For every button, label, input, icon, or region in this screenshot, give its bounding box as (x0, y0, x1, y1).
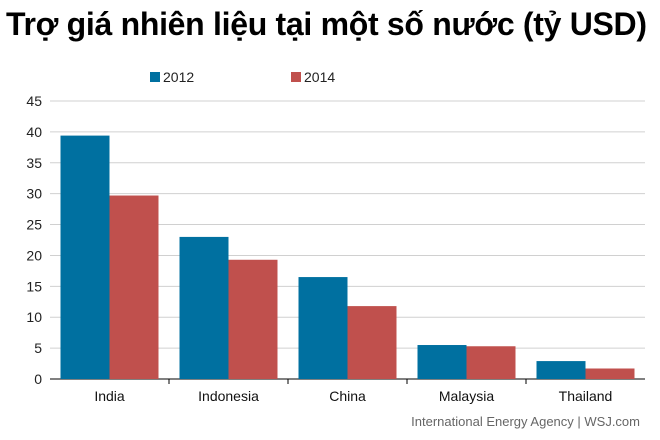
y-tick-label: 30 (26, 186, 42, 202)
x-category-label: Thailand (559, 388, 613, 404)
y-tick-label: 20 (26, 247, 42, 263)
y-tick-label: 15 (26, 278, 42, 294)
legend-swatch-2012 (150, 72, 160, 82)
legend-swatch-2014 (291, 72, 301, 82)
y-tick-label: 45 (26, 93, 42, 109)
x-category-label: Indonesia (198, 388, 259, 404)
bar-2014-indonesia (228, 259, 278, 379)
bar-2014-thailand (585, 368, 635, 379)
legend-label-2012: 2012 (163, 69, 194, 85)
y-tick-label: 35 (26, 155, 42, 171)
bar-2014-china (347, 306, 397, 379)
legend-label-2014: 2014 (304, 69, 335, 85)
bar-2012-india (60, 135, 110, 379)
y-tick-label: 5 (34, 340, 42, 356)
bar-2014-malaysia (466, 346, 516, 379)
source-note: International Energy Agency | WSJ.com (411, 414, 640, 429)
chart-title: Trợ giá nhiên liệu tại một số nước (tỷ U… (6, 6, 647, 42)
y-tick-label: 40 (26, 124, 42, 140)
bar-2012-thailand (536, 361, 586, 379)
y-tick-label: 10 (26, 309, 42, 325)
bar-2012-indonesia (179, 236, 229, 379)
bar-2012-malaysia (417, 345, 467, 379)
x-category-label: India (94, 388, 125, 404)
bar-2012-china (298, 277, 348, 379)
x-category-label: China (329, 388, 366, 404)
y-tick-label: 25 (26, 217, 42, 233)
x-category-label: Malaysia (439, 388, 494, 404)
bar-2014-india (109, 195, 159, 379)
y-tick-label: 0 (34, 371, 42, 387)
